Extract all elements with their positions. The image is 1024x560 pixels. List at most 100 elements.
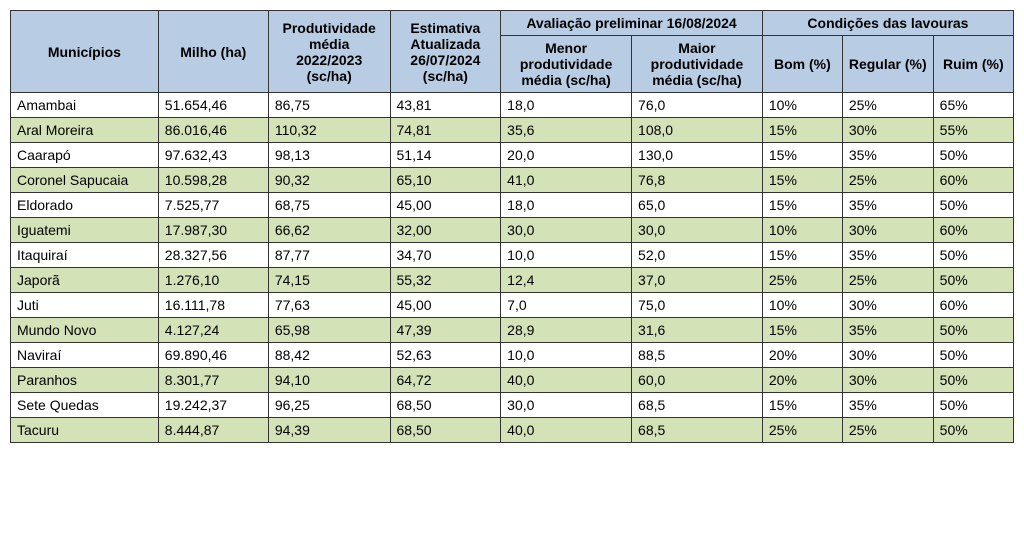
header-estimativa: Estimativa Atualizada 26/07/2024 (sc/ha) [390,11,501,93]
cell-ruim: 60% [933,218,1013,243]
cell-bom: 15% [762,193,842,218]
cell-maior: 75,0 [632,293,763,318]
header-regular: Regular (%) [842,36,933,93]
cell-municipio: Paranhos [11,368,159,393]
header-ruim: Ruim (%) [933,36,1013,93]
header-menor: Menor produtividade média (sc/ha) [501,36,632,93]
cell-est: 43,81 [390,93,501,118]
cell-menor: 40,0 [501,368,632,393]
cell-menor: 40,0 [501,418,632,443]
cell-est: 51,14 [390,143,501,168]
table-row: Paranhos8.301,7794,1064,7240,060,020%30%… [11,368,1014,393]
cell-bom: 15% [762,168,842,193]
table-row: Coronel Sapucaia10.598,2890,3265,1041,07… [11,168,1014,193]
cell-maior: 108,0 [632,118,763,143]
cell-milho: 86.016,46 [158,118,268,143]
cell-prod: 65,98 [268,318,390,343]
cell-maior: 68,5 [632,418,763,443]
cell-bom: 15% [762,393,842,418]
cell-prod: 110,32 [268,118,390,143]
cell-milho: 10.598,28 [158,168,268,193]
cell-bom: 20% [762,368,842,393]
cell-menor: 30,0 [501,393,632,418]
cell-regular: 25% [842,418,933,443]
cell-municipio: Itaquiraí [11,243,159,268]
cell-prod: 77,63 [268,293,390,318]
cell-ruim: 60% [933,293,1013,318]
cell-est: 45,00 [390,293,501,318]
cell-ruim: 55% [933,118,1013,143]
cell-regular: 35% [842,143,933,168]
header-milho: Milho (ha) [158,11,268,93]
cell-municipio: Naviraí [11,343,159,368]
cell-bom: 20% [762,343,842,368]
cell-prod: 88,42 [268,343,390,368]
cell-prod: 96,25 [268,393,390,418]
cell-bom: 15% [762,118,842,143]
cell-ruim: 50% [933,243,1013,268]
cell-est: 65,10 [390,168,501,193]
table-row: Amambai51.654,4686,7543,8118,076,010%25%… [11,93,1014,118]
cell-municipio: Aral Moreira [11,118,159,143]
cell-maior: 30,0 [632,218,763,243]
cell-bom: 10% [762,293,842,318]
cell-est: 47,39 [390,318,501,343]
cell-maior: 60,0 [632,368,763,393]
header-maior: Maior produtividade média (sc/ha) [632,36,763,93]
cell-bom: 15% [762,243,842,268]
cell-ruim: 50% [933,418,1013,443]
cell-municipio: Sete Quedas [11,393,159,418]
cell-regular: 25% [842,168,933,193]
cell-est: 68,50 [390,393,501,418]
cell-prod: 94,39 [268,418,390,443]
cell-maior: 76,8 [632,168,763,193]
cell-est: 52,63 [390,343,501,368]
cell-regular: 35% [842,318,933,343]
cell-prod: 68,75 [268,193,390,218]
cell-regular: 30% [842,343,933,368]
header-condicoes-group: Condições das lavouras [762,11,1013,36]
cell-bom: 10% [762,93,842,118]
cell-prod: 94,10 [268,368,390,393]
cell-menor: 10,0 [501,243,632,268]
header-avaliacao-group: Avaliação preliminar 16/08/2024 [501,11,763,36]
cell-regular: 35% [842,193,933,218]
cell-est: 64,72 [390,368,501,393]
cell-municipio: Juti [11,293,159,318]
cell-municipio: Japorã [11,268,159,293]
cell-ruim: 50% [933,193,1013,218]
cell-menor: 10,0 [501,343,632,368]
cell-menor: 30,0 [501,218,632,243]
table-row: Tacuru8.444,8794,3968,5040,068,525%25%50… [11,418,1014,443]
cell-milho: 17.987,30 [158,218,268,243]
table-row: Juti16.111,7877,6345,007,075,010%30%60% [11,293,1014,318]
cell-est: 55,32 [390,268,501,293]
cell-milho: 8.444,87 [158,418,268,443]
cell-regular: 30% [842,218,933,243]
cell-regular: 30% [842,293,933,318]
cell-est: 32,00 [390,218,501,243]
table-row: Aral Moreira86.016,46110,3274,8135,6108,… [11,118,1014,143]
cell-bom: 10% [762,218,842,243]
cell-maior: 76,0 [632,93,763,118]
cell-regular: 30% [842,118,933,143]
cell-ruim: 50% [933,318,1013,343]
table-row: Itaquiraí28.327,5687,7734,7010,052,015%3… [11,243,1014,268]
header-municipios: Municípios [11,11,159,93]
cell-milho: 4.127,24 [158,318,268,343]
header-bom: Bom (%) [762,36,842,93]
table-row: Japorã1.276,1074,1555,3212,437,025%25%50… [11,268,1014,293]
cell-municipio: Coronel Sapucaia [11,168,159,193]
cell-municipio: Amambai [11,93,159,118]
cell-menor: 12,4 [501,268,632,293]
cell-ruim: 50% [933,393,1013,418]
cell-menor: 7,0 [501,293,632,318]
cell-est: 74,81 [390,118,501,143]
table-row: Sete Quedas19.242,3796,2568,5030,068,515… [11,393,1014,418]
cell-ruim: 50% [933,343,1013,368]
cell-regular: 25% [842,93,933,118]
cell-ruim: 65% [933,93,1013,118]
table-row: Mundo Novo4.127,2465,9847,3928,931,615%3… [11,318,1014,343]
cell-bom: 25% [762,268,842,293]
cell-municipio: Mundo Novo [11,318,159,343]
